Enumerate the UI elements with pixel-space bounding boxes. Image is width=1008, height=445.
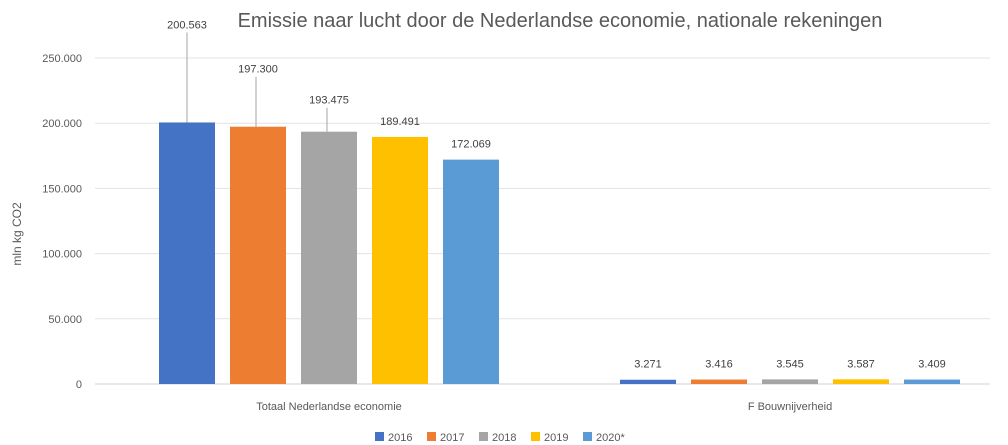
data-label: 189.491 [380, 116, 420, 128]
bar-2016-0 [159, 122, 215, 384]
legend-swatch [375, 432, 384, 441]
y-tick-label: 100.000 [42, 249, 82, 261]
data-labels: 200.563 197.300 193.475 189.491 172.069 3.271… [167, 19, 946, 370]
data-label: 172.069 [451, 139, 491, 151]
y-tick-label: 200.000 [42, 118, 82, 130]
legend-swatch [583, 432, 592, 441]
legend: 2016 2017 2018 2019 2020* [375, 432, 625, 444]
bar-2016-1 [620, 379, 676, 384]
y-tick-label: 0 [76, 379, 82, 391]
y-axis-label: mln kg CO2 [10, 202, 24, 266]
x-category-label: Totaal Nederlandse economie [256, 401, 402, 413]
bar-2019-0 [372, 136, 428, 384]
legend-label: 2019 [544, 432, 568, 444]
data-label: 3.587 [847, 358, 875, 370]
legend-swatch [427, 432, 436, 441]
data-label: 193.475 [309, 95, 349, 107]
x-category-label: F Bouwnijverheid [748, 401, 832, 413]
bar-2020-0 [443, 159, 499, 384]
bar-2017-1 [691, 379, 747, 384]
legend-label: 2018 [492, 432, 516, 444]
data-label: 3.416 [705, 359, 733, 371]
bar-2017-0 [230, 126, 286, 385]
data-label: 3.271 [634, 359, 662, 371]
legend-swatch [531, 432, 540, 441]
data-label: 200.563 [167, 19, 207, 31]
y-tick-label: 150.000 [42, 183, 82, 195]
y-axis-ticks: 0 50.000 100.000 150.000 200.000 250.000 [42, 53, 82, 391]
legend-label: 2020* [596, 432, 625, 444]
legend-label: 2017 [440, 432, 464, 444]
bar-2018-1 [762, 379, 818, 384]
data-label: 3.409 [918, 359, 946, 371]
data-label: 197.300 [238, 64, 278, 76]
legend-label: 2016 [388, 432, 412, 444]
bar-2020-1 [904, 379, 960, 384]
bar-2019-1 [833, 379, 889, 384]
chart-title: Emissie naar lucht door de Nederlandse e… [238, 10, 883, 32]
legend-swatch [479, 432, 488, 441]
y-tick-label: 50.000 [48, 314, 82, 326]
bar-2018-0 [301, 131, 357, 384]
leader-lines [186, 32, 328, 132]
bars [159, 122, 960, 385]
data-label: 3.545 [776, 358, 804, 370]
x-axis-categories: Totaal Nederlandse economie F Bouwnijverh… [256, 401, 832, 413]
gridlines [95, 57, 990, 385]
y-tick-label: 250.000 [42, 53, 82, 65]
